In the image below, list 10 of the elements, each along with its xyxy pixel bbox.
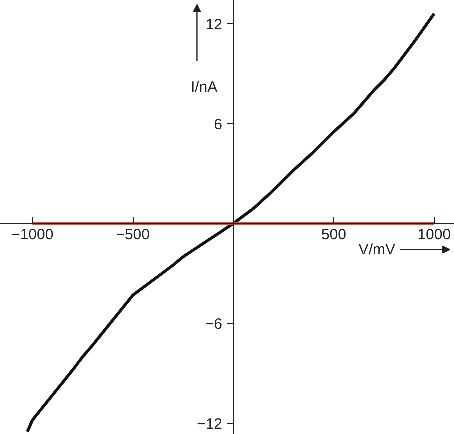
x-axis-title: V/mV (358, 241, 396, 258)
x-tick-label: −1000 (12, 226, 54, 244)
x-tick-label: 1000 (418, 226, 452, 244)
y-tick-label: 12 (206, 16, 223, 34)
x-tick-label: −500 (116, 226, 150, 244)
y-axis-title: I/nA (190, 78, 218, 96)
x-tick-label: 500 (321, 226, 346, 244)
y-tick-label: −12 (197, 416, 223, 434)
y-tick-label: −6 (205, 316, 223, 334)
y-tick-label: 6 (214, 116, 223, 134)
